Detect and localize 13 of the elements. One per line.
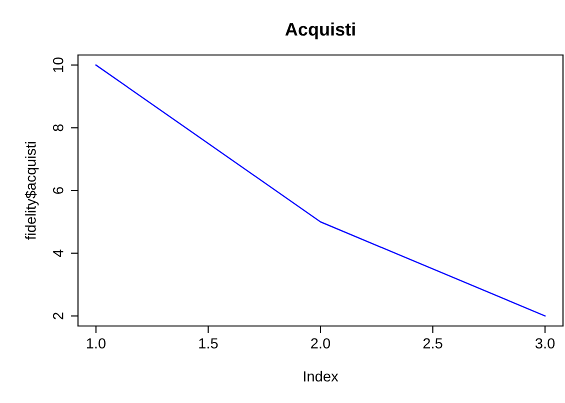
y-axis-title: fidelity$acquisti bbox=[24, 142, 39, 240]
y-tick-label: 10 bbox=[52, 57, 64, 72]
x-tick-label: 2.5 bbox=[423, 338, 442, 349]
y-tick-label: 4 bbox=[53, 250, 64, 257]
chart-title: Acquisti bbox=[285, 22, 355, 40]
x-tick-label: 1.5 bbox=[199, 338, 218, 349]
y-tick-label: 8 bbox=[52, 124, 64, 132]
y-tick-label: 6 bbox=[52, 187, 64, 194]
x-tick-label: 3.0 bbox=[535, 338, 555, 349]
x-tick-label: 2.0 bbox=[311, 338, 330, 349]
y-tick-label: 2 bbox=[52, 312, 64, 320]
x-axis-title: Index bbox=[304, 370, 338, 382]
x-tick-label: 1.0 bbox=[86, 338, 106, 349]
